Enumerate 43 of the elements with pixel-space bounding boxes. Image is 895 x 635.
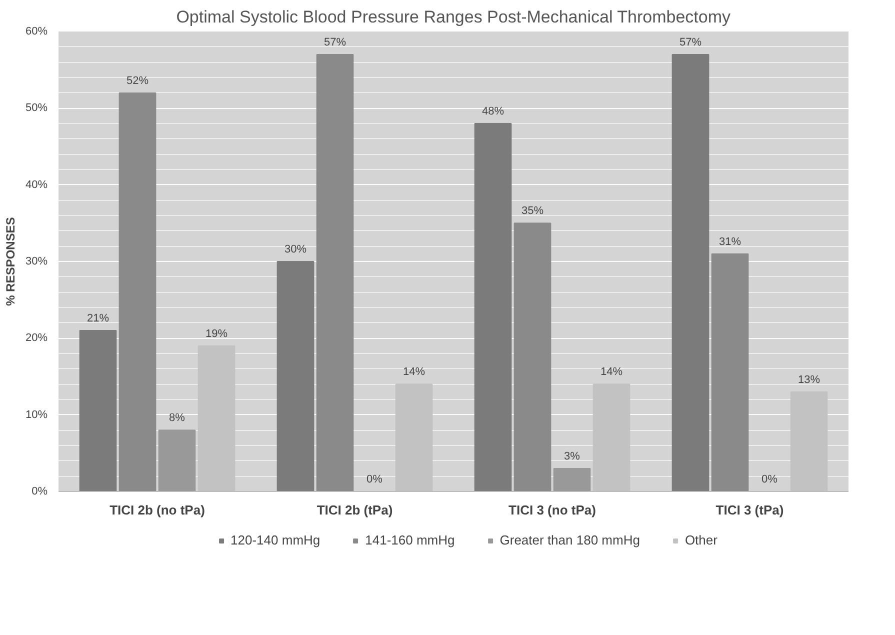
data-label: 31% [718,236,742,248]
data-label: 0% [366,474,383,486]
x-tick-label: TICI 3 (no tPa) [508,502,596,518]
y-tick-label: 20% [25,332,48,344]
data-label: 14% [600,366,623,378]
data-label: 19% [205,328,228,340]
y-tick-label: 40% [25,178,48,191]
legend-label: 141-160 mmHg [365,532,455,548]
bar [79,330,117,492]
data-label: 57% [324,36,346,48]
bar [158,430,196,492]
data-label: 14% [402,366,426,378]
x-tick-label: TICI 2b (tPa) [316,502,393,518]
data-label: 57% [679,36,702,48]
y-tick-label: 50% [25,102,48,114]
x-tick-label: TICI 3 (tPa) [716,502,784,518]
chart-title: Optimal Systolic Blood Pressure Ranges Post-Mechanical Thrombectomy [176,8,731,26]
y-axis-title: % RESPONSES [3,217,18,306]
legend-label: Other [684,532,718,548]
x-tick-label: TICI 2b (no tPa) [110,502,205,518]
bar [474,123,512,492]
bar [672,54,710,492]
data-label: 0% [762,474,778,486]
y-tick-label: 10% [25,408,48,421]
data-label: 21% [86,312,110,324]
bar [316,54,354,492]
data-label: 3% [564,450,580,462]
bar [276,261,314,492]
bar [514,222,552,492]
bar [553,468,591,492]
data-label: 35% [521,205,544,218]
data-label: 13% [798,374,820,386]
data-label: 8% [169,412,186,424]
bar [118,92,156,492]
y-tick-label: 30% [25,256,48,268]
data-label: 30% [284,244,307,256]
legend-label: 120-140 mmHg [230,532,320,548]
y-tick-label: 0% [32,486,48,498]
data-label: 48% [482,106,504,118]
bar [711,253,749,492]
y-tick-label: 60% [25,26,48,38]
data-label: 52% [126,74,149,87]
legend-label: Greater than 180 mmHg [500,532,640,548]
